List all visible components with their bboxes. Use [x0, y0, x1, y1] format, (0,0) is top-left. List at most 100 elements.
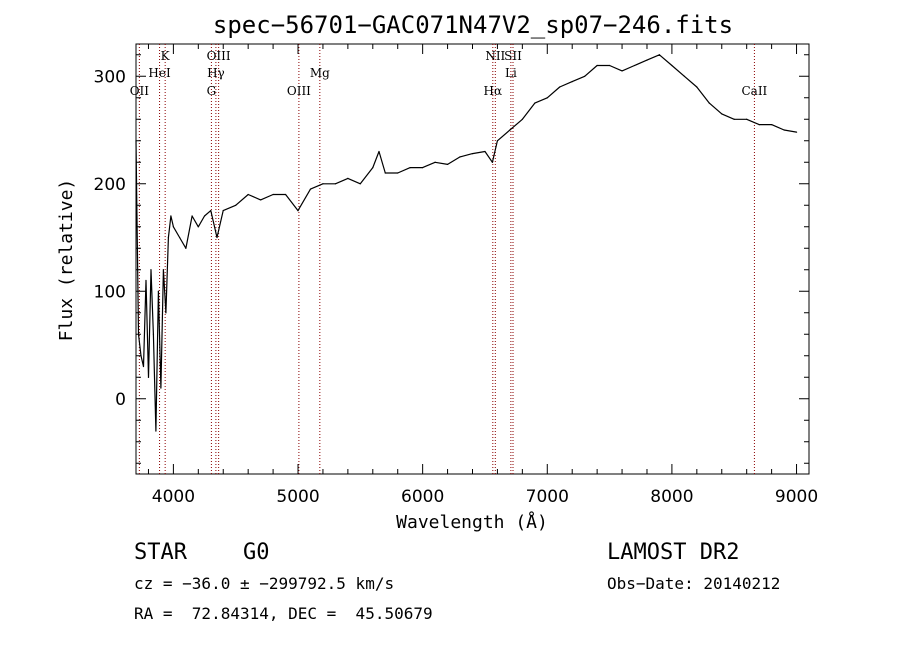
- y-tick-label: 0: [115, 390, 126, 410]
- spectrum-point: [521, 118, 523, 120]
- spectrum-point: [165, 312, 167, 314]
- spectrum-point: [322, 183, 324, 185]
- spectrum-point: [559, 86, 561, 88]
- spectrum-point: [608, 64, 611, 67]
- spectrum-point: [197, 226, 199, 228]
- axis-ticks: 4000 5000 6000 7000 8000 9000 0 100 200 300: [94, 44, 818, 507]
- line-marker-label: CaII: [741, 84, 767, 98]
- y-axis-label: Flux (relative): [56, 179, 77, 342]
- spectrum-point: [546, 97, 548, 99]
- line-marker-label: K: [161, 49, 171, 63]
- spectrum-point: [155, 430, 157, 432]
- y-tick-label: 200: [94, 175, 126, 195]
- spectrum-point: [771, 124, 773, 126]
- object-class: STAR: [134, 540, 187, 565]
- spectrum-series: [135, 54, 798, 432]
- x-tick-label: 9000: [775, 487, 818, 507]
- spectrum-point: [621, 70, 623, 72]
- line-marker-label: Mg: [310, 66, 330, 80]
- spectrum-point: [167, 236, 170, 239]
- line-marker-label: Li: [505, 66, 517, 80]
- line-marker-label: NII: [485, 49, 505, 63]
- x-tick-label: 8000: [650, 487, 693, 507]
- spectrum-point: [152, 333, 155, 335]
- spectrum-point: [534, 102, 536, 104]
- spectrum-point: [509, 129, 511, 131]
- spectrum-point: [671, 64, 673, 67]
- spectrum-point: [571, 81, 573, 83]
- spectrum-point: [446, 163, 449, 165]
- spectrum-point: [422, 167, 424, 169]
- spectrum-point: [721, 113, 723, 115]
- spectrum-point: [210, 210, 212, 212]
- line-marker-label: OIII: [287, 84, 311, 98]
- y-tick-label: 100: [94, 282, 126, 302]
- spectrum-point: [191, 215, 193, 217]
- spectrum-point: [484, 150, 486, 153]
- spectrum-point: [216, 236, 218, 239]
- spectrum-point: [235, 204, 237, 206]
- spectrum-point: [696, 86, 698, 88]
- spectrum-point: [260, 199, 262, 201]
- spectrum-point: [783, 129, 785, 131]
- line-marker-label: Hγ: [207, 66, 225, 80]
- spectrum-line: [135, 54, 797, 432]
- spectrum-point: [222, 210, 224, 212]
- observation-date: Obs−Date: 20140212: [607, 574, 781, 593]
- spectrum-point: [150, 269, 152, 271]
- x-tick-label: 6000: [401, 487, 444, 507]
- line-marker-label: OII: [130, 84, 150, 98]
- spectrum-point: [683, 75, 685, 77]
- chart-title: spec−56701−GAC071N47V2_sp07−246.fits: [213, 11, 733, 39]
- spectrum-point: [733, 118, 735, 120]
- spectrum-point: [409, 167, 411, 169]
- redshift-readout: cz = −36.0 ± −299792.5 km/s: [134, 574, 395, 593]
- spectrum-point: [708, 102, 710, 104]
- x-tick-label: 5000: [276, 487, 319, 507]
- spectrum-point: [584, 75, 586, 77]
- y-tick-label: 300: [94, 67, 126, 87]
- spectrum-point: [162, 269, 165, 271]
- spectrum-point: [203, 215, 206, 217]
- spectrum-point: [372, 167, 374, 169]
- x-tick-label: 7000: [526, 487, 569, 507]
- object-subclass: G0: [243, 540, 270, 565]
- spectrum-point: [633, 64, 636, 67]
- spectrum-point: [397, 172, 399, 174]
- spectrum-point: [309, 188, 312, 190]
- spectrum-point: [247, 193, 249, 196]
- spectrum-point: [284, 193, 287, 196]
- spectrum-point: [185, 247, 187, 249]
- spectrum-point: [434, 161, 436, 163]
- spectrum-point: [160, 387, 162, 389]
- line-marker-label: SII: [504, 49, 522, 63]
- spectrum-point: [646, 59, 648, 61]
- x-axis-label: Wavelength (Å): [396, 511, 548, 533]
- spectrum-point: [459, 156, 461, 158]
- spectrum-point: [658, 54, 661, 56]
- spectrum-point: [378, 150, 380, 153]
- spectrum-point: [384, 172, 386, 174]
- spectrum-point: [297, 210, 299, 212]
- spectrum-point: [496, 140, 499, 142]
- spectrum-point: [147, 376, 150, 378]
- line-marker-label: HeI: [148, 66, 171, 80]
- coordinates-readout: RA = 72.84314, DEC = 45.50679: [134, 604, 433, 623]
- spectrum-point: [172, 226, 174, 228]
- spectrum-point: [596, 64, 598, 67]
- survey-name: LAMOST DR2: [607, 540, 740, 565]
- spectrum-point: [746, 118, 748, 120]
- spectrum-point: [758, 124, 760, 126]
- spectrum-point: [471, 153, 474, 155]
- line-marker-label: Hα: [484, 84, 503, 98]
- plot-frame: [135, 43, 810, 475]
- line-marker-label: G: [207, 84, 217, 98]
- spectrum-point: [491, 161, 494, 163]
- line-marker-label: OIII: [207, 49, 231, 63]
- spectrum-point: [272, 193, 274, 196]
- spectrum-point: [795, 131, 798, 133]
- spectrum-point: [145, 279, 147, 282]
- spectrum-point: [347, 177, 349, 179]
